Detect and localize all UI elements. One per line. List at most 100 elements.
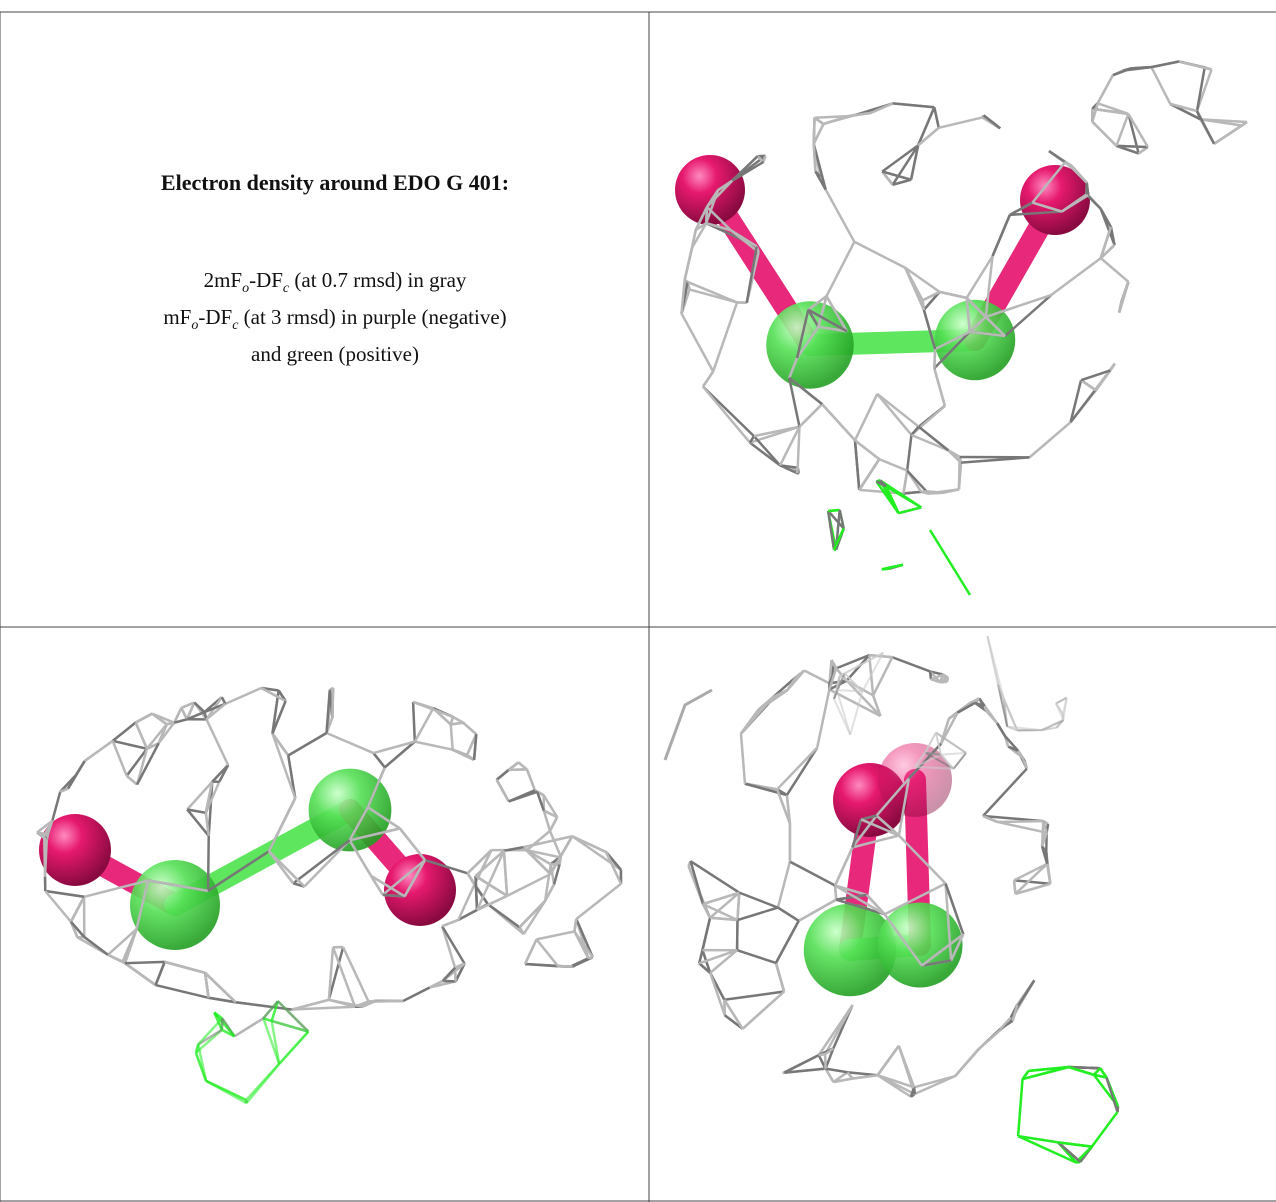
mesh-line bbox=[731, 155, 759, 182]
mesh-line bbox=[111, 740, 128, 777]
mesh-line bbox=[303, 839, 351, 888]
mesh-line bbox=[777, 906, 800, 922]
mesh-line bbox=[891, 144, 920, 186]
mesh-line bbox=[689, 860, 705, 905]
mesh-line bbox=[135, 742, 160, 786]
mesh-line bbox=[922, 290, 941, 302]
mesh-line bbox=[839, 651, 884, 677]
mesh-line bbox=[135, 880, 150, 930]
mesh-line bbox=[543, 864, 552, 902]
mesh-line bbox=[1195, 110, 1216, 145]
mesh-line bbox=[905, 434, 913, 471]
mesh-line bbox=[828, 508, 840, 513]
mesh-line bbox=[1094, 362, 1116, 392]
mesh-line bbox=[753, 435, 781, 467]
mesh-line bbox=[327, 947, 335, 1000]
mesh-line bbox=[814, 170, 827, 191]
mesh-line bbox=[984, 255, 994, 318]
mesh-line bbox=[904, 267, 924, 301]
mesh-line bbox=[832, 1071, 849, 1084]
mesh-line bbox=[956, 701, 976, 714]
mesh-line bbox=[383, 740, 416, 769]
mesh-line bbox=[954, 1048, 980, 1077]
mesh-line bbox=[925, 751, 942, 756]
mesh-line bbox=[768, 689, 789, 704]
mesh-line bbox=[1200, 118, 1248, 124]
mesh-line bbox=[724, 1014, 744, 1030]
mesh-line bbox=[1115, 113, 1130, 147]
mesh-line bbox=[903, 490, 922, 495]
mesh-line bbox=[1028, 421, 1072, 459]
mesh-line bbox=[1096, 74, 1114, 104]
mesh-line bbox=[495, 779, 510, 803]
mesh-line bbox=[450, 721, 464, 726]
mesh-line bbox=[291, 998, 330, 1011]
mesh-line bbox=[832, 528, 845, 551]
mesh-line bbox=[852, 1073, 878, 1080]
mesh-line bbox=[1099, 244, 1116, 260]
mesh-line bbox=[402, 986, 431, 1003]
mesh-line bbox=[933, 367, 947, 407]
mesh-line bbox=[83, 879, 149, 899]
mesh-line bbox=[898, 834, 947, 885]
mesh-line bbox=[823, 114, 850, 126]
mesh-line bbox=[916, 106, 936, 146]
mesh-line bbox=[851, 819, 863, 848]
mesh-line bbox=[440, 925, 457, 969]
mesh-line bbox=[1013, 879, 1051, 885]
mesh-line bbox=[552, 864, 561, 885]
mesh-line bbox=[928, 671, 933, 680]
mesh-line bbox=[542, 794, 559, 818]
mesh-line bbox=[812, 123, 825, 145]
mesh-line bbox=[921, 300, 926, 311]
mesh-line bbox=[875, 480, 887, 488]
mesh-line bbox=[164, 960, 206, 975]
mesh-line bbox=[737, 906, 779, 922]
mesh-line bbox=[575, 882, 622, 920]
atom bbox=[877, 902, 963, 988]
mesh-line bbox=[457, 884, 476, 921]
mesh-line bbox=[1080, 379, 1097, 392]
mesh-line bbox=[147, 879, 209, 893]
mesh-line bbox=[924, 732, 937, 754]
mesh-line bbox=[472, 734, 478, 760]
density-maps bbox=[36, 60, 1248, 1164]
mesh-line bbox=[815, 689, 831, 748]
mesh-line bbox=[1015, 882, 1051, 896]
mesh-line bbox=[508, 790, 538, 803]
mesh-line bbox=[853, 240, 906, 269]
mesh-line bbox=[424, 858, 468, 875]
mesh-line bbox=[1085, 193, 1102, 210]
mesh-line bbox=[1099, 208, 1116, 246]
mesh-line bbox=[969, 697, 980, 705]
mesh-line bbox=[825, 241, 856, 297]
mesh-line bbox=[542, 810, 552, 832]
mesh-line bbox=[83, 936, 109, 956]
mesh-line bbox=[1012, 880, 1017, 895]
mesh-line bbox=[1017, 1134, 1077, 1164]
subscript: o bbox=[242, 281, 250, 297]
mesh-line bbox=[193, 701, 206, 713]
mesh-line bbox=[398, 827, 426, 861]
legend-line: and green (positive) bbox=[20, 340, 650, 369]
mesh-line bbox=[939, 676, 949, 684]
mesh-line bbox=[1004, 735, 1020, 752]
mesh-line bbox=[698, 949, 738, 965]
mesh-line bbox=[902, 470, 909, 494]
mesh-line bbox=[441, 918, 459, 928]
mesh-line bbox=[549, 835, 574, 875]
mesh-line bbox=[879, 479, 922, 509]
mesh-line bbox=[278, 1030, 310, 1065]
mesh-line bbox=[803, 669, 831, 685]
legend: 2mFo-DFc (at 0.7 rmsd) in gray mFo-DFc (a… bbox=[20, 266, 650, 369]
mesh-line bbox=[429, 979, 444, 989]
mesh-line bbox=[125, 774, 138, 786]
mesh-line bbox=[59, 787, 69, 794]
mesh-line bbox=[205, 702, 227, 721]
mesh-line bbox=[186, 710, 205, 721]
mesh-line bbox=[548, 830, 562, 857]
mesh-line bbox=[741, 990, 785, 1030]
mesh-line bbox=[1116, 144, 1148, 149]
mesh-line bbox=[414, 740, 453, 751]
mesh-line bbox=[1090, 1111, 1119, 1148]
